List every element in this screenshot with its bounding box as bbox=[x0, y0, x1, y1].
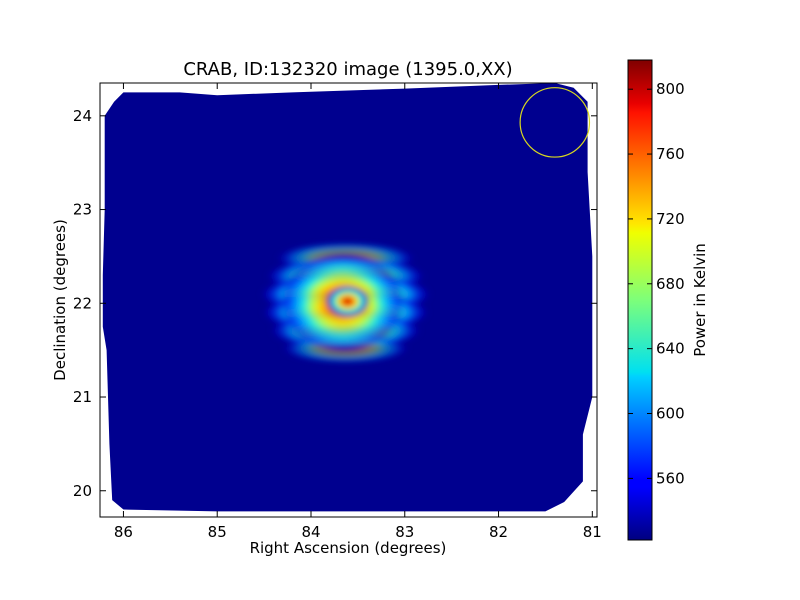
y-tick-label: 21 bbox=[73, 388, 92, 406]
x-tick-label: 82 bbox=[489, 523, 508, 541]
colorbar-tick-label: 800 bbox=[656, 80, 685, 98]
colorbar-tick-label: 640 bbox=[656, 340, 685, 358]
x-tick-label: 81 bbox=[583, 523, 602, 541]
y-tick-label: 22 bbox=[73, 294, 92, 312]
y-axis-label: Declination (degrees) bbox=[51, 219, 69, 381]
colorbar: 560 600 640 680 720 760 800 Power in Kelvin bbox=[627, 59, 709, 541]
x-axis-ticks: 86 85 84 83 82 81 bbox=[114, 83, 602, 541]
x-axis-label: Right Ascension (degrees) bbox=[250, 539, 447, 557]
y-tick-label: 20 bbox=[73, 482, 92, 500]
colorbar-tick-label: 600 bbox=[656, 405, 685, 423]
beam-circle bbox=[519, 87, 591, 158]
y-axis-ticks: 20 21 22 23 24 bbox=[73, 107, 597, 500]
x-tick-label: 84 bbox=[301, 523, 320, 541]
chart-title: CRAB, ID:132320 image (1395.0,XX) bbox=[183, 59, 512, 80]
y-tick-label: 24 bbox=[73, 107, 92, 125]
x-tick-label: 83 bbox=[395, 523, 414, 541]
x-tick-label: 85 bbox=[208, 523, 227, 541]
plot-frame bbox=[99, 82, 598, 518]
x-tick-label: 86 bbox=[114, 523, 133, 541]
source-emission bbox=[259, 242, 432, 364]
colorbar-tick-label: 560 bbox=[656, 469, 685, 487]
y-tick-label: 23 bbox=[73, 201, 92, 219]
colorbar-tick-label: 720 bbox=[656, 210, 685, 228]
colorbar-label: Power in Kelvin bbox=[691, 243, 709, 357]
emission-peak bbox=[325, 285, 370, 318]
colorbar-gradient bbox=[627, 59, 653, 541]
colorbar-tick-label: 760 bbox=[656, 145, 685, 163]
plot-area: 86 85 84 83 82 81 20 21 22 23 24 bbox=[73, 82, 602, 541]
colorbar-ticks: 560 600 640 680 720 760 800 bbox=[628, 80, 685, 487]
colorbar-tick-label: 680 bbox=[656, 275, 685, 293]
